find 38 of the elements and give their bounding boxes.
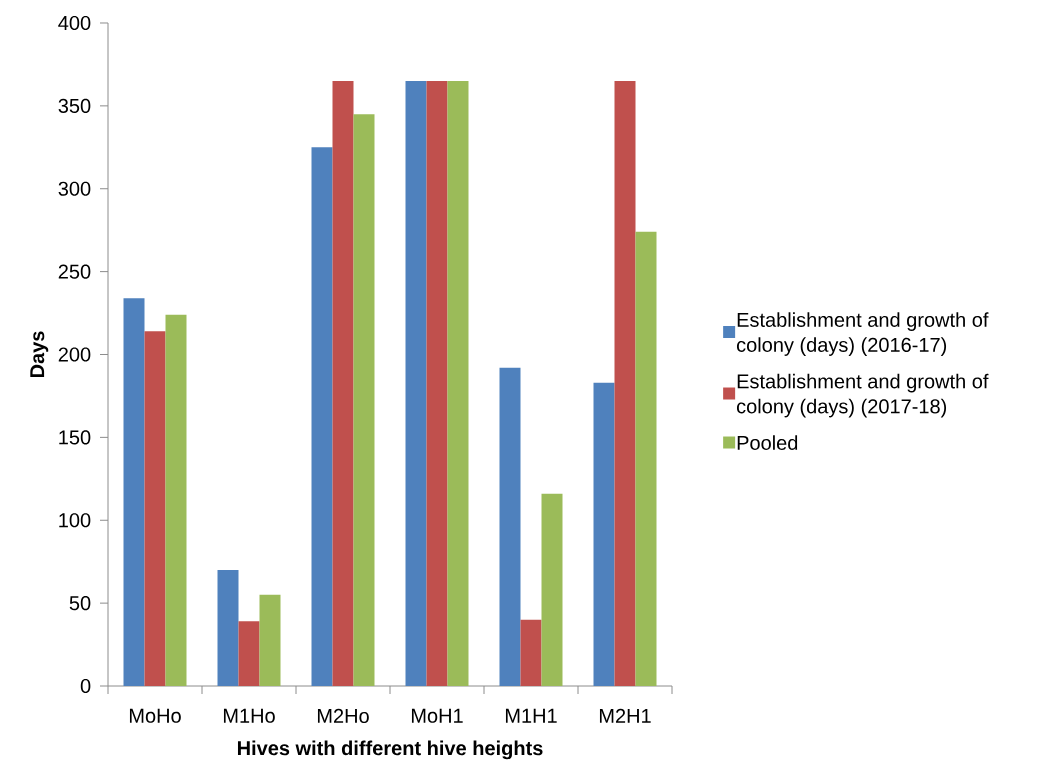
x-tick-label: M2H1	[599, 708, 651, 723]
bar	[238, 621, 260, 686]
bar	[311, 147, 333, 686]
y-tick-label: 300	[58, 181, 91, 196]
bar	[635, 231, 657, 686]
legend-label: Establishment and growth of colony (days) (2017-18)	[736, 373, 989, 418]
bar	[593, 382, 615, 686]
y-axis-title: Days	[30, 331, 49, 378]
x-tick-label: M1Ho	[223, 708, 275, 723]
bar	[165, 314, 187, 686]
bar	[144, 331, 166, 686]
bar	[520, 619, 542, 686]
x-axis-title: Hives with different hive heights	[237, 740, 543, 760]
y-tick-label: 400	[58, 15, 91, 31]
bar	[259, 594, 281, 686]
bar	[447, 81, 469, 686]
bar	[405, 81, 427, 686]
bar	[123, 298, 145, 686]
x-tick-label: MoHo	[129, 708, 181, 723]
x-tick-label: M2Ho	[317, 708, 369, 724]
bar	[426, 81, 448, 686]
y-tick-label: 0	[80, 678, 91, 694]
legend-label: Establishment and growth of colony (days) (2016-17)	[736, 312, 989, 356]
bar	[217, 569, 239, 686]
y-tick-label: 100	[59, 513, 91, 528]
y-tick-label: 150	[59, 430, 91, 445]
x-tick-label: MoH1	[411, 708, 463, 723]
y-tick-label: 350	[58, 98, 91, 113]
legend-label: Pooled	[737, 435, 798, 450]
bar	[332, 81, 354, 686]
bar	[614, 81, 636, 686]
y-tick-label: 200	[58, 347, 91, 362]
y-tick-label: 50	[69, 596, 91, 611]
x-tick-label: M1H1	[505, 708, 557, 723]
y-tick-label: 250	[58, 264, 91, 279]
bar	[541, 493, 563, 686]
bar	[353, 114, 375, 686]
bar	[499, 367, 521, 686]
